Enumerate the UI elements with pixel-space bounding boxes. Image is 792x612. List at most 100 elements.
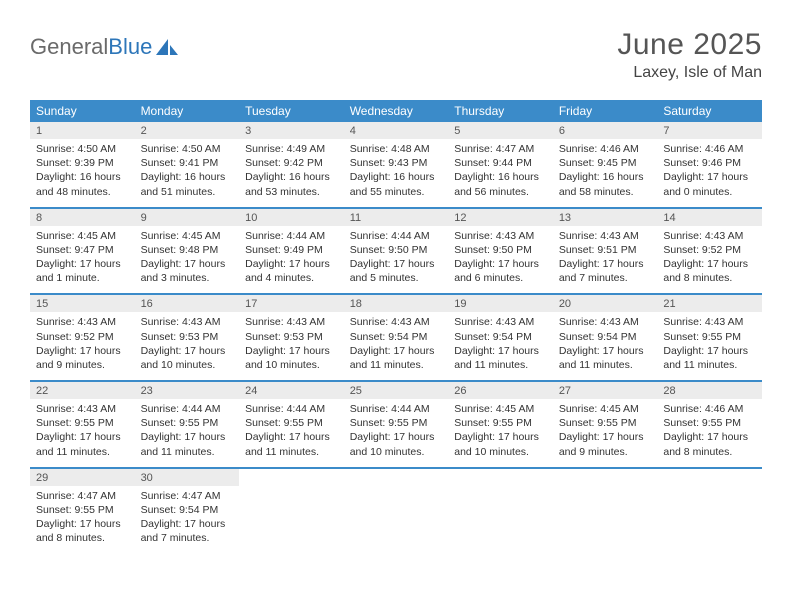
sunrise-label: Sunrise: [350, 403, 391, 415]
sunrise-label: Sunrise: [454, 143, 495, 155]
daylight-label: Daylight: [36, 171, 80, 183]
sunset-label: Sunset: [141, 157, 180, 169]
sunrise-value: 4:43 AM [77, 316, 116, 328]
daylight-label: Daylight: [36, 518, 80, 530]
sunset-value: 9:51 PM [597, 244, 636, 256]
sunset-value: 9:50 PM [493, 244, 532, 256]
day-number-cell: 14 [657, 209, 762, 226]
day-number-cell: 28 [657, 382, 762, 399]
sunrise-label: Sunrise: [36, 490, 77, 502]
day-data-row: Sunrise: 4:43 AMSunset: 9:55 PMDaylight:… [30, 399, 762, 468]
sunrise-value: 4:48 AM [391, 143, 430, 155]
day-number-cell: 29 [30, 469, 135, 486]
day-data-cell [448, 486, 553, 554]
day-data-row: Sunrise: 4:50 AMSunset: 9:39 PMDaylight:… [30, 139, 762, 208]
day-number-row: 891011121314 [30, 209, 762, 226]
day-number-cell: 24 [239, 382, 344, 399]
sunset-label: Sunset: [350, 157, 389, 169]
daylight-label: Daylight: [36, 345, 80, 357]
title-block: June 2025 Laxey, Isle of Man [617, 28, 762, 82]
sunrise-label: Sunrise: [36, 230, 77, 242]
dow-header-row: SundayMondayTuesdayWednesdayThursdayFrid… [30, 100, 762, 122]
sunrise-value: 4:47 AM [496, 143, 535, 155]
sunrise-label: Sunrise: [663, 230, 704, 242]
sunrise-label: Sunrise: [36, 403, 77, 415]
sunset-value: 9:55 PM [597, 417, 636, 429]
sunrise-label: Sunrise: [350, 316, 391, 328]
sunset-value: 9:49 PM [284, 244, 323, 256]
sunset-value: 9:43 PM [388, 157, 427, 169]
day-data-cell [344, 486, 449, 554]
day-data-cell: Sunrise: 4:43 AMSunset: 9:51 PMDaylight:… [553, 226, 658, 295]
day-data-cell: Sunrise: 4:47 AMSunset: 9:55 PMDaylight:… [30, 486, 135, 554]
day-data-cell: Sunrise: 4:46 AMSunset: 9:46 PMDaylight:… [657, 139, 762, 208]
sunrise-value: 4:43 AM [600, 230, 639, 242]
sunrise-label: Sunrise: [559, 143, 600, 155]
sunrise-label: Sunrise: [245, 230, 286, 242]
sunrise-label: Sunrise: [245, 316, 286, 328]
sunset-value: 9:39 PM [75, 157, 114, 169]
day-number-cell: 8 [30, 209, 135, 226]
daylight-label: Daylight: [350, 431, 394, 443]
daylight-label: Daylight: [559, 431, 603, 443]
day-data-cell: Sunrise: 4:43 AMSunset: 9:53 PMDaylight:… [135, 312, 240, 381]
day-number-cell: 27 [553, 382, 658, 399]
sunset-label: Sunset: [245, 157, 284, 169]
sunrise-label: Sunrise: [350, 143, 391, 155]
day-data-cell: Sunrise: 4:43 AMSunset: 9:55 PMDaylight:… [30, 399, 135, 468]
sunset-label: Sunset: [663, 417, 702, 429]
day-data-cell: Sunrise: 4:43 AMSunset: 9:55 PMDaylight:… [657, 312, 762, 381]
sunset-label: Sunset: [663, 331, 702, 343]
sunrise-value: 4:44 AM [287, 230, 326, 242]
sunset-value: 9:47 PM [75, 244, 114, 256]
sunrise-value: 4:44 AM [287, 403, 326, 415]
day-number-cell: 1 [30, 122, 135, 139]
sunrise-value: 4:46 AM [705, 403, 744, 415]
sunset-label: Sunset: [559, 417, 598, 429]
daylight-label: Daylight: [559, 258, 603, 270]
day-data-cell: Sunrise: 4:43 AMSunset: 9:52 PMDaylight:… [657, 226, 762, 295]
daylight-label: Daylight: [245, 345, 289, 357]
daylight-label: Daylight: [454, 345, 498, 357]
daylight-label: Daylight: [454, 431, 498, 443]
day-number-cell: 2 [135, 122, 240, 139]
sunrise-label: Sunrise: [141, 403, 182, 415]
day-number-cell [448, 469, 553, 486]
sunset-label: Sunset: [454, 157, 493, 169]
sunrise-value: 4:44 AM [182, 403, 221, 415]
sunrise-label: Sunrise: [559, 230, 600, 242]
sunset-value: 9:55 PM [493, 417, 532, 429]
sunset-label: Sunset: [141, 331, 180, 343]
sunset-label: Sunset: [559, 331, 598, 343]
sunset-value: 9:55 PM [75, 417, 114, 429]
day-data-cell: Sunrise: 4:50 AMSunset: 9:39 PMDaylight:… [30, 139, 135, 208]
daylight-label: Daylight: [663, 171, 707, 183]
day-data-cell: Sunrise: 4:45 AMSunset: 9:55 PMDaylight:… [448, 399, 553, 468]
sunrise-label: Sunrise: [663, 316, 704, 328]
day-data-cell: Sunrise: 4:44 AMSunset: 9:55 PMDaylight:… [135, 399, 240, 468]
sunrise-label: Sunrise: [454, 230, 495, 242]
sunset-label: Sunset: [559, 157, 598, 169]
sunset-value: 9:55 PM [179, 417, 218, 429]
day-number-row: 2930 [30, 469, 762, 486]
sunset-label: Sunset: [245, 244, 284, 256]
sunset-value: 9:54 PM [388, 331, 427, 343]
sunrise-label: Sunrise: [350, 230, 391, 242]
sunset-label: Sunset: [663, 244, 702, 256]
day-number-cell: 26 [448, 382, 553, 399]
day-data-cell: Sunrise: 4:43 AMSunset: 9:52 PMDaylight:… [30, 312, 135, 381]
daylight-label: Daylight: [663, 345, 707, 357]
day-data-cell: Sunrise: 4:43 AMSunset: 9:53 PMDaylight:… [239, 312, 344, 381]
day-number-cell: 10 [239, 209, 344, 226]
sunrise-label: Sunrise: [663, 403, 704, 415]
daylight-label: Daylight: [141, 518, 185, 530]
sunrise-label: Sunrise: [245, 143, 286, 155]
sunset-value: 9:46 PM [702, 157, 741, 169]
sunrise-value: 4:43 AM [287, 316, 326, 328]
daylight-label: Daylight: [245, 171, 289, 183]
sunset-label: Sunset: [36, 157, 75, 169]
day-data-cell: Sunrise: 4:44 AMSunset: 9:55 PMDaylight:… [344, 399, 449, 468]
day-number-cell: 12 [448, 209, 553, 226]
dow-header-cell: Tuesday [239, 100, 344, 122]
sunrise-label: Sunrise: [141, 490, 182, 502]
